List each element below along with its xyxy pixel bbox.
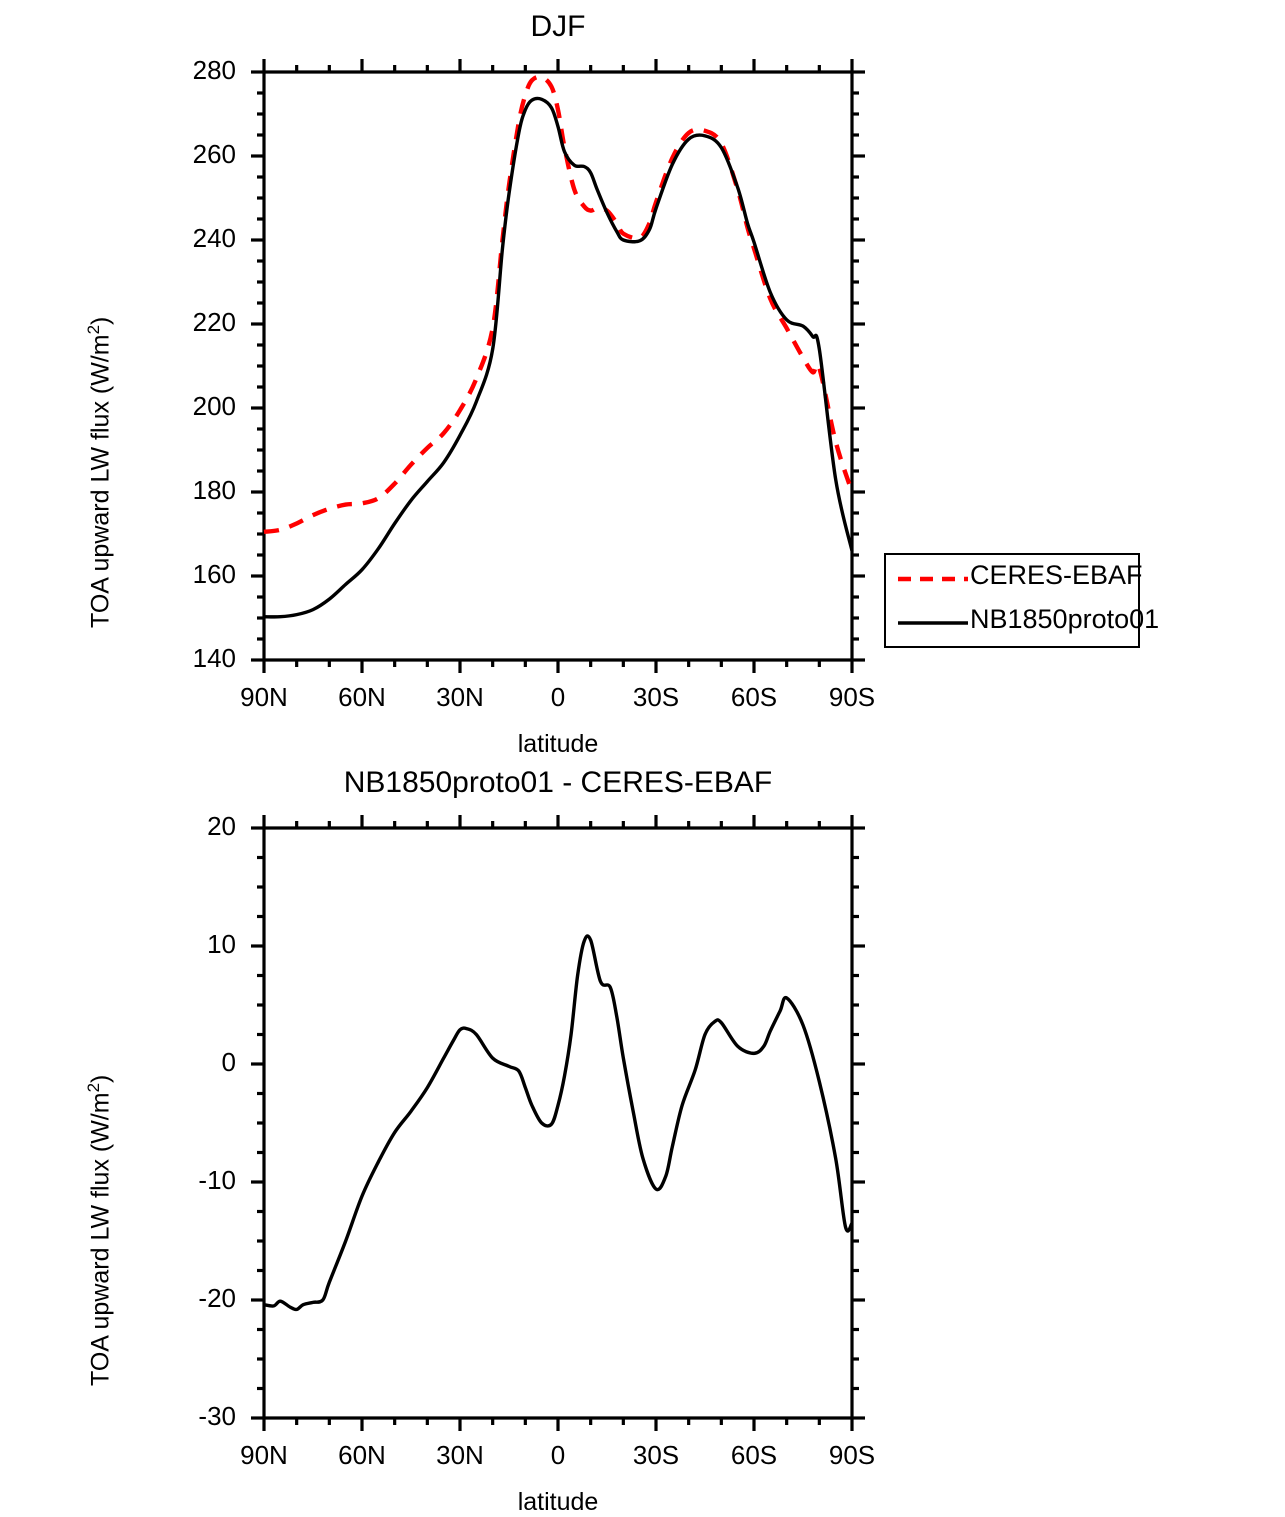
x-tick-label: 30N xyxy=(436,1440,484,1470)
x-tick-label: 90S xyxy=(828,1440,876,1470)
series-line-nb1850proto01-ceres-ebaf xyxy=(263,934,854,1312)
y-tick-label: 0 xyxy=(221,1047,236,1077)
y-axis-label-bottom: TOA upward LW flux (W/m2) xyxy=(84,1074,115,1385)
x-axis-label-bottom: latitude xyxy=(517,1488,599,1516)
x-tick-label: 90N xyxy=(240,1440,288,1470)
x-tick-label: 30N xyxy=(436,682,484,712)
legend-label-ceres-ebaf: CERES-EBAF xyxy=(970,560,1143,590)
x-tick-label: 90S xyxy=(828,682,876,712)
y-tick-label: 140 xyxy=(192,643,236,673)
legend: CERES-EBAF NB1850proto01 xyxy=(884,553,1159,648)
y-tick-label: 220 xyxy=(192,307,236,337)
x-tick-label: 60N xyxy=(338,682,386,712)
series-line-nb1850proto01 xyxy=(263,96,854,619)
y-tick-label: 20 xyxy=(207,811,236,841)
x-tick-label: 0 xyxy=(550,682,566,712)
axes-bottom xyxy=(251,815,865,1431)
y-tick-label: -20 xyxy=(198,1283,236,1313)
x-tick-label: 0 xyxy=(550,1440,566,1470)
y-axis-label-paren: ) xyxy=(86,1074,115,1083)
panel-title-top: DJF xyxy=(530,10,586,43)
legend-swatches xyxy=(898,576,968,625)
y-tick-label: 180 xyxy=(192,475,236,505)
legend-label-nb1850proto01: NB1850proto01 xyxy=(970,604,1160,634)
y-tick-label: 200 xyxy=(192,391,236,421)
y-axis-label-superscript: 2 xyxy=(84,1082,103,1092)
y-axis-label-text: TOA upward LW flux (W/m xyxy=(86,1091,115,1386)
panel-title-bottom: NB1850proto01 - CERES-EBAF xyxy=(343,766,773,799)
x-tick-label: 60S xyxy=(730,682,778,712)
axes-top xyxy=(251,59,865,673)
y-tick-label: 160 xyxy=(192,559,236,589)
x-tick-label: 60N xyxy=(338,1440,386,1470)
y-tick-label: 10 xyxy=(207,929,236,959)
y-tick-label: 280 xyxy=(192,55,236,85)
x-tick-label: 30S xyxy=(632,682,680,712)
x-tick-label: 90N xyxy=(240,682,288,712)
y-tick-label: -30 xyxy=(198,1401,236,1431)
x-tick-label: 60S xyxy=(730,1440,778,1470)
y-tick-label: -10 xyxy=(198,1165,236,1195)
x-axis-label-top: latitude xyxy=(517,730,599,758)
y-tick-label: 260 xyxy=(192,139,236,169)
y-tick-label: 240 xyxy=(192,223,236,253)
x-tick-label: 30S xyxy=(632,1440,680,1470)
